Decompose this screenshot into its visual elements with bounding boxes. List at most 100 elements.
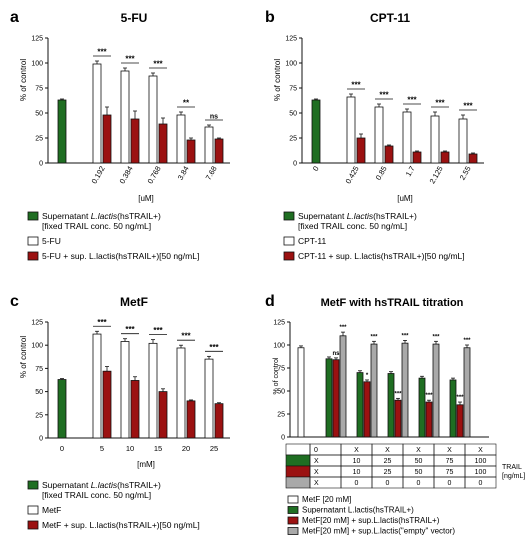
- panel-c-y-tick-label: 100: [31, 343, 43, 350]
- panel-b-legend-label-part: L.lactis: [347, 211, 374, 221]
- panel-c-legend-swatch-white: [27, 505, 39, 515]
- panel-c-bar-green: [57, 379, 67, 439]
- panel-c-y-tick-label: 0: [39, 436, 43, 443]
- panel-c-legend-label: MetF: [42, 505, 61, 515]
- panel-d-significance: ***: [425, 393, 433, 399]
- panel-d-significance: ***: [370, 334, 378, 340]
- table-cell: [464, 476, 497, 489]
- panel-d-legend-label: MetF [20 mM]: [302, 495, 351, 504]
- panel-a-significance: ***: [153, 60, 163, 69]
- panel-d-ylabel: % of control: [273, 357, 280, 394]
- panel-b-legend-swatch-white: [283, 236, 295, 246]
- table-cell-value: 50: [415, 458, 423, 465]
- panel-c-title: MetF: [120, 295, 148, 309]
- panel-a-significance: ***: [97, 48, 107, 57]
- panel-d-title: MetF with hsTRAIL titration: [321, 297, 464, 309]
- panel-b-legend-swatch-red: [283, 251, 295, 261]
- panel-c-significance: ***: [209, 343, 219, 352]
- panel-a-legend-sublabel: [fixed TRAIL conc. 50 ng/mL]: [42, 221, 151, 231]
- panel-b-bar-red: [440, 151, 450, 164]
- panel-d-legend: MetF [20 mM] Supernatant L.lactis(hsTRAIL…: [287, 495, 455, 536]
- panel-d-y-tick-label: 125: [273, 320, 285, 327]
- panel-d-significance: ***: [456, 395, 464, 401]
- panel-d-bar-red: [425, 401, 433, 438]
- table-cell-value: 100: [475, 469, 487, 476]
- panel-a-plot: 0 25 50 75 100 125 *** 0.192 *** 0.384 *** 0.768 ** 3…: [31, 36, 230, 186]
- panel-a-bar-white: [120, 70, 130, 164]
- panel-a-bar-red: [130, 118, 140, 164]
- panel-b-significance: ***: [351, 81, 361, 90]
- panel-a-letter: a: [10, 9, 19, 26]
- panel-d-bar-green: [449, 379, 457, 438]
- panel-a-y-tick-label: 125: [31, 36, 43, 43]
- panel-d-significance: ***: [394, 391, 402, 397]
- panel-d-significance: ***: [463, 338, 471, 344]
- panel-b-letter: b: [265, 9, 275, 26]
- panel-b-legend-label-part: (hsTRAIL+): [373, 211, 417, 221]
- panel-a-significance: ***: [125, 55, 135, 64]
- panel-d-y-tick-label: 50: [277, 389, 285, 396]
- panel-c-bar-red: [158, 391, 168, 439]
- table-cell-value: 0: [314, 447, 318, 454]
- panel-a-legend-label: 5-FU + sup. L.lactis(hsTRAIL+)[50 ng/mL]: [42, 251, 199, 261]
- panel-d-legend-label: Supernatant L.lactis(hsTRAIL+): [302, 506, 414, 515]
- table-cell-value: 0: [479, 480, 483, 487]
- panel-c-bar-red: [214, 403, 224, 439]
- table-cell-value: X: [354, 447, 359, 454]
- table-cell-value: 25: [384, 469, 392, 476]
- panel-b-x-tick-label: 2.125: [428, 165, 445, 186]
- panel-c-legend-label-part: Supernatant: [42, 480, 91, 490]
- panel-c-bar-white: [92, 333, 102, 439]
- panel-d-legend-swatch-gray: [287, 527, 299, 535]
- panel-c-legend: Supernatant L.lactis(hsTRAIL+)[fixed TRA…: [27, 480, 200, 530]
- panel-d-bar-gray: [339, 335, 347, 438]
- panel-b-x-tick-label: 2.55: [458, 165, 473, 182]
- panel-d-bar-gray: [463, 347, 471, 438]
- panel-c-significance: ***: [181, 332, 191, 341]
- panel-c-legend-swatch-green: [27, 480, 39, 490]
- panel-b-y-tick-label: 100: [285, 61, 297, 68]
- panel-b-x-tick-label: 0.85: [374, 165, 389, 182]
- panel-d-legend-swatch-red: [287, 516, 299, 525]
- table-swatch-green: [285, 454, 311, 467]
- panel-b-bar-red: [468, 153, 478, 164]
- panel-b-legend-label: Supernatant L.lactis(hsTRAIL+): [298, 211, 417, 221]
- panel-d-bar-red: [332, 359, 340, 438]
- panel-a-bar-red: [186, 139, 196, 164]
- panel-d-y-tick-label: 0: [281, 435, 285, 442]
- panel-a-y-tick-label: 0: [39, 161, 43, 168]
- panel-a-legend-label-part: L.lactis: [91, 211, 118, 221]
- panel-b-plot: 0 25 50 75 100 125 0 *** 0.425 *** 0.85 *** 1.7 *** 2.…: [285, 36, 484, 186]
- panel-b-bar-red: [356, 137, 366, 164]
- panel-b-significance: ***: [435, 99, 445, 108]
- panel-a-y-tick-label: 50: [35, 111, 43, 118]
- panel-a-legend-swatch-red: [27, 251, 39, 261]
- panel-c-legend-label-part: L.lactis: [91, 480, 118, 490]
- panel-a-ylabel: % of control: [19, 59, 28, 101]
- panel-d-significance: *: [366, 373, 369, 379]
- panel-c-legend-label: Supernatant L.lactis(hsTRAIL+): [42, 480, 161, 490]
- panel-b-legend: Supernatant L.lactis(hsTRAIL+)[fixed TRA…: [283, 211, 465, 261]
- panel-d-bar-red: [456, 404, 464, 438]
- table-cell-value: 10: [353, 469, 361, 476]
- panel-c-bar-white: [176, 347, 186, 439]
- panel-c-x-tick-label: 0: [60, 444, 64, 453]
- panel-a-x-tick-label: 0.192: [90, 165, 107, 186]
- panel-a-x-tick-label: 0.384: [118, 165, 135, 186]
- table-cell-value: 75: [446, 469, 454, 476]
- panel-b-y-tick-label: 75: [289, 86, 297, 93]
- table-side-label-unit: [ng/mL]: [502, 473, 525, 480]
- panel-c-xunit: [mM]: [137, 460, 155, 469]
- panel-a-bar-white: [204, 126, 214, 164]
- panel-d-bar-green: [325, 358, 333, 438]
- panel-d-letter: d: [265, 293, 275, 310]
- table-cell-value: X: [447, 447, 452, 454]
- panel-b-legend-label: CPT-11 + sup. L.lactis(hsTRAIL+)[50 ng/m…: [298, 251, 465, 261]
- panel-b-bar-white: [430, 115, 440, 164]
- panel-a-x-tick-label: 7.68: [204, 165, 219, 182]
- panel-b-significance: ***: [407, 96, 417, 105]
- panel-d-bar-gray: [401, 342, 409, 438]
- panel-a-legend-label-part: Supernatant: [42, 211, 91, 221]
